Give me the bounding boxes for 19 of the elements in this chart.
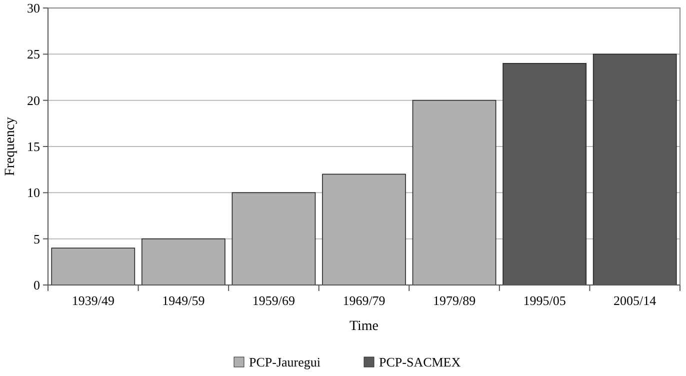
y-tick-label: 15 xyxy=(27,139,40,154)
x-tick-label: 1949/59 xyxy=(162,293,205,308)
x-tick-label: 1995/05 xyxy=(523,293,566,308)
y-tick-label: 10 xyxy=(27,185,40,200)
x-axis-title: Time xyxy=(349,319,379,334)
y-tick-label: 20 xyxy=(27,92,40,108)
y-tick-label: 0 xyxy=(34,278,40,293)
x-tick-label: 1979/89 xyxy=(432,293,476,308)
y-tick-label: 5 xyxy=(34,231,40,246)
legend-label: PCP-SACMEX xyxy=(379,354,462,370)
bar xyxy=(51,248,136,286)
x-tick-label: 1939/49 xyxy=(72,293,114,308)
x-tick-label: 1969/79 xyxy=(342,293,386,308)
legend-label: PCP-Jauregui xyxy=(249,354,321,370)
y-tick-label: 25 xyxy=(27,46,40,62)
x-tick-label: 2005/14 xyxy=(614,293,657,308)
y-tick-label: 30 xyxy=(27,0,40,16)
y-axis-title: Frequency xyxy=(3,116,18,176)
x-tick-label: 1959/69 xyxy=(252,293,296,308)
